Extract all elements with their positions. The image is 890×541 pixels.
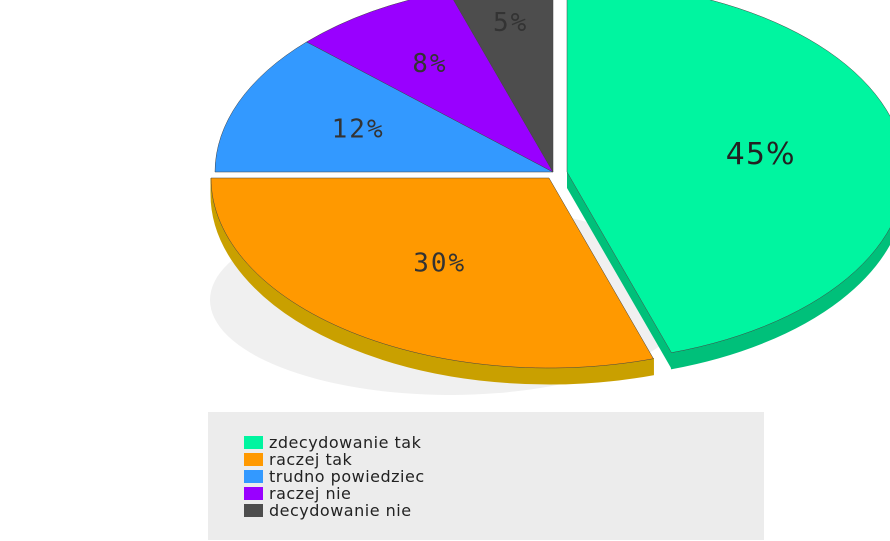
legend-swatch: [244, 504, 263, 517]
legend-swatch: [244, 470, 263, 483]
legend-item-decydowanie-nie: decydowanie nie: [244, 502, 425, 519]
legend-item-zdecydowanie-tak: zdecydowanie tak: [244, 434, 425, 451]
legend: zdecydowanie tak raczej tak trudno powie…: [208, 412, 764, 540]
legend-label: trudno powiedziec: [269, 467, 425, 486]
legend-swatch: [244, 436, 263, 449]
slice-percent-label: 5%: [493, 8, 528, 38]
legend-label: decydowanie nie: [269, 501, 412, 520]
pie-slice-zdecydowanie-tak: [566, 0, 890, 353]
pie-chart-svg: 45% 30% 12% 8% 5%: [210, 0, 890, 395]
legend-item-trudno-powiedziec: trudno powiedziec: [244, 468, 425, 485]
pie-chart: 45% 30% 12% 8% 5%: [210, 0, 890, 395]
legend-label: raczej nie: [269, 484, 352, 503]
legend-item-raczej-nie: raczej nie: [244, 485, 425, 502]
legend-list: zdecydowanie tak raczej tak trudno powie…: [244, 434, 425, 519]
pie-slice-edge: [567, 172, 672, 369]
slice-percent-label: 30%: [413, 249, 466, 279]
legend-swatch: [244, 453, 263, 466]
slice-percent-label: 8%: [412, 49, 447, 79]
legend-swatch: [244, 487, 263, 500]
pie-slice-trudno-powiedziec: [214, 41, 554, 173]
legend-label: zdecydowanie tak: [269, 433, 422, 452]
pie-slice-raczej-nie: [306, 0, 554, 173]
pie-slice-raczej-tak: [210, 177, 654, 369]
legend-item-raczej-tak: raczej tak: [244, 451, 425, 468]
pie-slice-decydowanie-nie: [453, 0, 554, 173]
slice-percent-label: 45%: [726, 137, 796, 172]
slice-percent-label: 12%: [332, 115, 385, 145]
legend-label: raczej tak: [269, 450, 353, 469]
